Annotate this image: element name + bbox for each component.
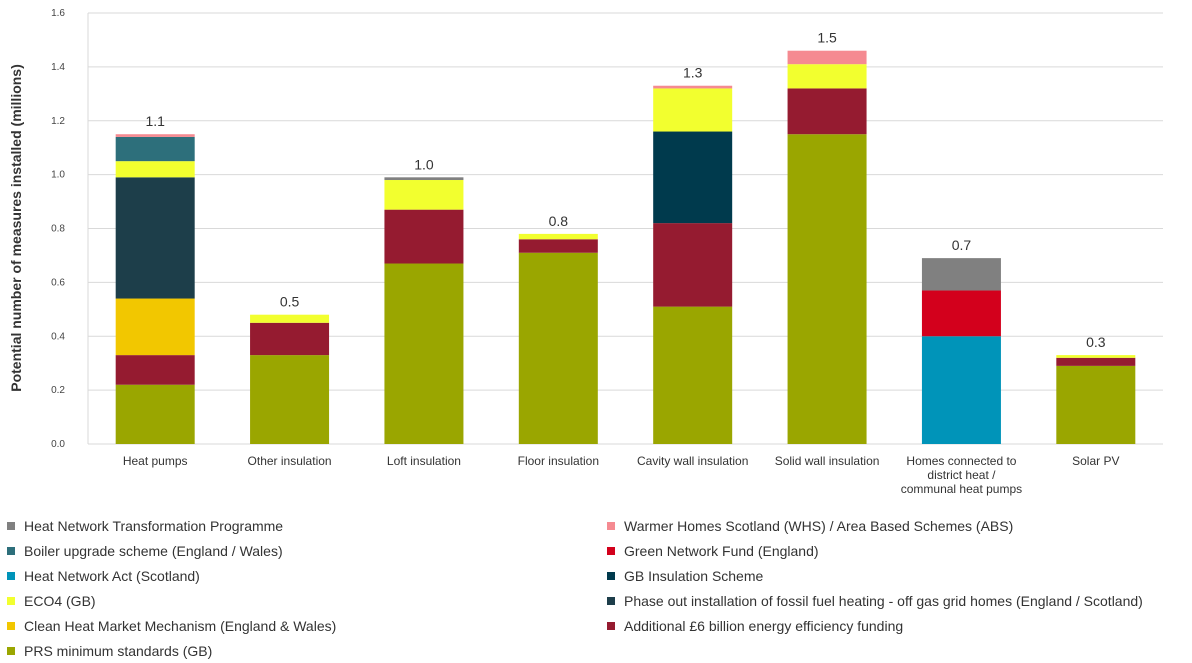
y-tick-label: 1.6 xyxy=(51,8,65,19)
bar-segment xyxy=(384,177,464,181)
bar-segment xyxy=(653,131,733,224)
bar-segment xyxy=(115,355,195,385)
legend-swatch xyxy=(607,597,615,605)
bar-segment xyxy=(787,88,867,135)
legend-swatch xyxy=(7,572,15,580)
legend-item: Phase out installation of fossil fuel he… xyxy=(607,593,1143,609)
x-tick-label: Cavity wall insulation xyxy=(637,454,748,468)
bar-segment xyxy=(250,322,330,356)
bar-segment xyxy=(115,136,195,162)
legend-swatch xyxy=(7,622,15,630)
legend-swatch xyxy=(607,622,615,630)
legend-item: PRS minimum standards (GB) xyxy=(7,643,212,659)
legend-item: ECO4 (GB) xyxy=(7,593,96,609)
legend-swatch xyxy=(7,522,15,530)
total-label: 1.3 xyxy=(683,65,703,81)
bar-segment xyxy=(1056,357,1136,366)
legend-label: Clean Heat Market Mechanism (England & W… xyxy=(24,618,337,634)
legend-label: ECO4 (GB) xyxy=(24,593,96,609)
bar-segment xyxy=(115,298,195,356)
y-tick-label: 1.0 xyxy=(51,170,65,181)
bar-segment xyxy=(115,161,195,178)
total-label: 1.5 xyxy=(817,30,837,46)
bar-segment xyxy=(921,258,1001,291)
legend-item: Green Network Fund (England) xyxy=(607,543,819,559)
legend-label: Phase out installation of fossil fuel he… xyxy=(624,593,1143,609)
x-tick-label: Other insulation xyxy=(248,454,332,468)
bar-segment xyxy=(787,64,867,89)
legend-label: PRS minimum standards (GB) xyxy=(24,643,213,659)
bar-segment xyxy=(384,180,464,210)
bar-segment xyxy=(250,355,330,444)
bar-segment xyxy=(1056,365,1136,444)
legend-label: Boiler upgrade scheme (England / Wales) xyxy=(24,543,283,559)
x-tick-label: Floor insulation xyxy=(518,454,599,468)
legend-swatch xyxy=(607,547,615,555)
legend-item: Clean Heat Market Mechanism (England & W… xyxy=(7,618,336,634)
bar-segment xyxy=(787,134,867,444)
bar-segment xyxy=(921,290,1001,337)
bar-segment xyxy=(250,314,330,323)
legend-label: Heat Network Act (Scotland) xyxy=(24,568,200,584)
legend-item: GB Insulation Scheme xyxy=(607,568,763,584)
x-tick-label: Solar PV xyxy=(1072,454,1119,468)
legend-label: Green Network Fund (England) xyxy=(624,543,819,559)
total-label: 0.8 xyxy=(549,213,569,229)
legend-label: Warmer Homes Scotland (WHS) / Area Based… xyxy=(624,518,1014,534)
x-tick-label: Solid wall insulation xyxy=(775,454,880,468)
total-label: 1.0 xyxy=(414,156,434,172)
bar-segment xyxy=(384,209,464,264)
legend-item: Additional £6 billion energy efficiency … xyxy=(607,618,903,634)
y-axis-label: Potential number of measures installed (… xyxy=(8,64,24,392)
y-tick-label: 0.8 xyxy=(51,224,65,235)
bar-segment xyxy=(1056,355,1136,358)
x-tick-label: district heat / xyxy=(927,468,996,482)
total-label: 0.3 xyxy=(1086,334,1106,350)
bar-segment xyxy=(115,384,195,444)
legend-label: Heat Network Transformation Programme xyxy=(24,518,284,534)
legend-swatch xyxy=(7,597,15,605)
legend-swatch xyxy=(7,547,15,555)
bar-segment xyxy=(115,177,195,299)
bar-segment xyxy=(518,252,598,444)
legend-label: GB Insulation Scheme xyxy=(624,568,764,584)
stacked-bar-chart: 0.0 0.2 0.4 0.6 0.8 1.0 1.2 1.4 1.6 Potential num… xyxy=(8,8,1163,496)
x-tick-label: Heat pumps xyxy=(123,454,188,468)
bar-segment xyxy=(653,306,733,444)
x-tick-label: communal heat pumps xyxy=(901,482,1022,496)
bar-segment xyxy=(518,239,598,253)
total-label: 0.7 xyxy=(952,237,972,253)
y-tick-label: 0.4 xyxy=(51,331,65,342)
legend-swatch xyxy=(607,572,615,580)
y-tick-label: 0.6 xyxy=(51,277,65,288)
total-label: 0.5 xyxy=(280,294,300,310)
bar-segment xyxy=(787,50,867,65)
legend-item: Heat Network Act (Scotland) xyxy=(7,568,200,584)
y-tick-label: 0.0 xyxy=(51,439,65,450)
bar-segment xyxy=(653,88,733,132)
bar-segment xyxy=(518,233,598,240)
x-tick-label: Homes connected to xyxy=(906,454,1016,468)
y-tick-label: 1.4 xyxy=(51,62,65,73)
chart-legend: Heat Network Transformation Programme War… xyxy=(0,516,1192,663)
legend-item: Warmer Homes Scotland (WHS) / Area Based… xyxy=(607,518,1013,534)
bar-segment xyxy=(653,223,733,307)
legend-item: Boiler upgrade scheme (England / Wales) xyxy=(7,543,283,559)
y-tick-label: 1.2 xyxy=(51,116,65,127)
y-tick-label: 0.2 xyxy=(51,385,65,396)
legend-item: Heat Network Transformation Programme xyxy=(7,518,283,534)
bar-segment xyxy=(653,85,733,89)
bar-segment xyxy=(115,134,195,137)
legend-swatch xyxy=(607,522,615,530)
bar-segment xyxy=(921,336,1001,444)
x-tick-label: Loft insulation xyxy=(387,454,461,468)
legend-swatch xyxy=(7,647,15,655)
legend-label: Additional £6 billion energy efficiency … xyxy=(624,618,904,634)
total-label: 1.1 xyxy=(145,113,165,129)
bar-segment xyxy=(384,263,464,444)
